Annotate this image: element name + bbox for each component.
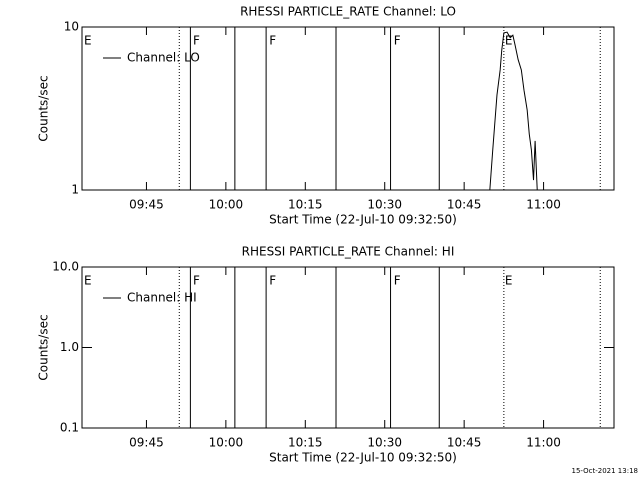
plot-frame <box>81 26 615 191</box>
flag-label: F <box>193 274 200 288</box>
timestamp: 15-Oct-2021 13:18 <box>572 467 638 475</box>
y-axis-label: Counts/sec <box>37 75 51 141</box>
y-tick-label: 1 <box>71 183 79 197</box>
y-tick-label: 10 <box>64 20 79 34</box>
x-axis-label: Start Time (22-Jul-10 09:32:50) <box>269 213 457 227</box>
flag-label: F <box>269 34 276 48</box>
x-tick-label: 09:45 <box>129 198 164 212</box>
y-tick-label: 10.0 <box>52 260 79 274</box>
x-tick-label: 11:00 <box>526 436 561 450</box>
x-tick-label: 10:30 <box>367 198 402 212</box>
x-tick-label: 10:15 <box>288 198 323 212</box>
x-tick-label: 10:45 <box>447 198 482 212</box>
panel: RHESSI PARTICLE_RATE Channel: LO Start Ti… <box>37 5 615 227</box>
flag-label: E <box>505 274 513 288</box>
flag-label: E <box>84 34 92 48</box>
chart-title: RHESSI PARTICLE_RATE Channel: LO <box>240 5 456 19</box>
flag-label: E <box>505 34 513 48</box>
x-tick-label: 10:30 <box>367 436 402 450</box>
x-tick-label: 10:15 <box>288 436 323 450</box>
y-tick-label: 1.0 <box>60 340 79 354</box>
legend-label: Channel: LO <box>127 51 200 65</box>
panel: RHESSI PARTICLE_RATE Channel: HI Start Ti… <box>37 245 615 465</box>
x-tick-label: 11:00 <box>526 198 561 212</box>
flag-label: F <box>394 274 401 288</box>
flag-label: E <box>84 274 92 288</box>
chart-title: RHESSI PARTICLE_RATE Channel: HI <box>242 245 455 259</box>
flag-label: F <box>394 34 401 48</box>
flag-label: F <box>269 274 276 288</box>
flag-label: F <box>193 34 200 48</box>
y-tick-label: 0.1 <box>60 421 79 435</box>
x-tick-label: 09:45 <box>129 436 164 450</box>
data-line <box>489 31 538 190</box>
y-axis-label: Counts/sec <box>37 314 51 380</box>
x-tick-label: 10:00 <box>209 198 244 212</box>
x-tick-label: 10:45 <box>447 436 482 450</box>
x-axis-label: Start Time (22-Jul-10 09:32:50) <box>269 451 457 465</box>
x-tick-label: 10:00 <box>209 436 244 450</box>
legend-label: Channel: HI <box>127 291 197 305</box>
